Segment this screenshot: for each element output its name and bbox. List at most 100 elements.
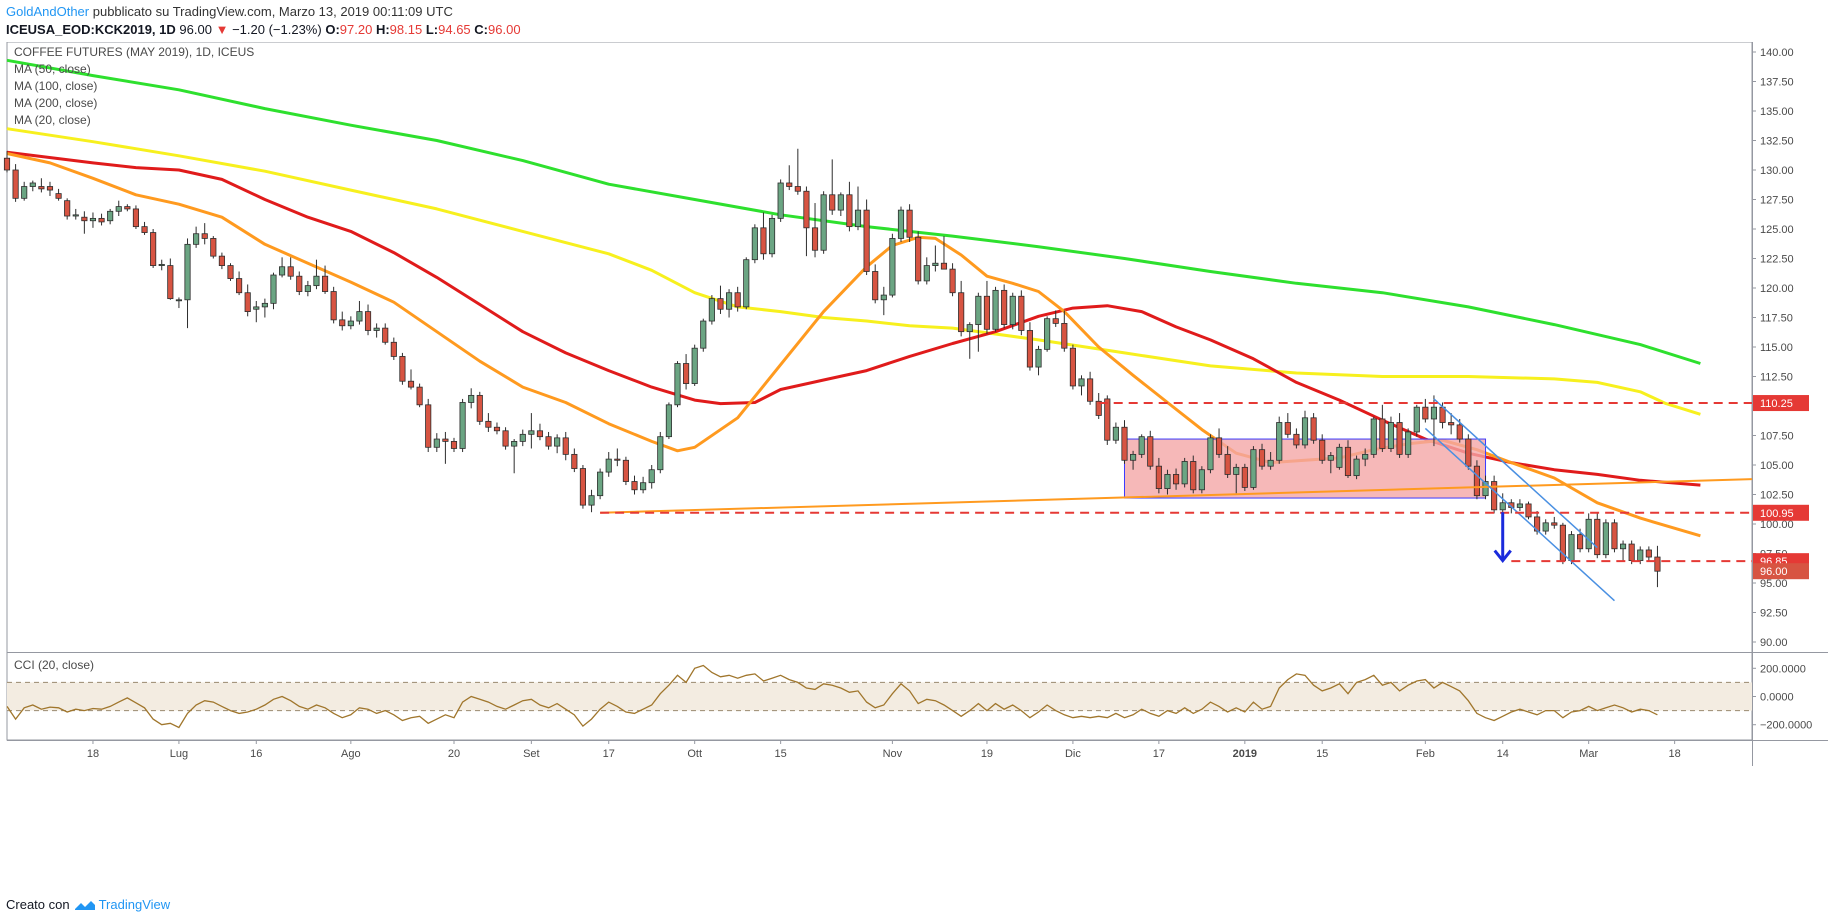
candle [339,311,346,331]
candle [1052,310,1059,327]
publisher-line: GoldAndOther pubblicato su TradingView.c… [6,3,521,21]
candle [734,286,741,312]
candle-body [854,209,862,228]
x-tick-label: Lug [170,748,188,760]
candle [1405,428,1412,458]
candle [932,245,939,272]
candle-body [1465,438,1472,467]
candle [768,214,776,258]
candle-body [1190,461,1197,491]
legend-entry[interactable]: MA (200, close) [14,96,97,110]
down-arrow-drawing[interactable] [1493,512,1512,563]
candle-body [433,438,440,448]
channel-upper-line[interactable] [1433,398,1598,549]
candle [390,337,397,360]
candle-body [1233,466,1240,475]
candle-body [313,275,320,287]
candle-body [1147,436,1154,467]
candle-body [777,182,784,219]
candle-body [1448,422,1455,426]
candle [528,413,535,449]
candle-body [1654,556,1661,572]
candle-body [1138,436,1145,455]
candle [983,280,991,335]
candle [700,318,707,352]
candle-body [622,459,629,482]
candle [1069,344,1076,390]
candle-body [347,320,354,327]
candle-body [1551,522,1558,526]
candle-body [3,157,11,171]
candle-body [330,291,337,321]
candle [1061,310,1068,352]
x-tick-label: Feb [1416,748,1435,760]
legend-entry[interactable]: MA (50, close) [14,62,91,76]
candle-body [958,292,965,333]
candle-body [1370,418,1377,455]
candle [1611,519,1618,553]
candle-body [1155,465,1162,489]
candle-body [1439,406,1446,423]
support-trendline[interactable] [600,478,1753,514]
candle-body [1491,481,1498,511]
candle [382,323,389,345]
candle-body [751,227,758,261]
candle-body [485,420,492,428]
candle [545,431,552,450]
candle [640,476,647,494]
candle-body [1052,318,1059,324]
y-tick-label: 115.00 [1760,342,1793,354]
candle [889,233,896,298]
candle [674,361,681,408]
candle [81,211,88,234]
candle-body [1104,398,1111,441]
candle [966,322,973,359]
candle [897,206,905,242]
candle-body [450,440,458,449]
candle [579,465,587,509]
level-badge [1753,395,1809,412]
candle-body [89,217,97,222]
candle [21,181,28,201]
candle-body [906,209,913,238]
channel-lower-line[interactable] [1424,427,1615,602]
candle-body [1405,431,1412,455]
candle [399,352,406,385]
chart-canvas[interactable]: 140.00 137.50 135.00 132.50 130.00 127.50 125.… [0,42,1828,862]
x-tick-label: 18 [1669,748,1681,760]
author-link[interactable]: GoldAndOther [6,4,90,19]
candle-body [1035,348,1042,368]
candle-body [1001,289,1008,325]
tradingview-link[interactable]: TradingView [74,896,170,914]
legend-entry[interactable]: MA (20, close) [14,113,91,127]
x-tick-label: Ago [341,748,361,760]
candle-body [1224,453,1231,475]
candle [614,448,621,467]
candle [12,164,19,202]
candle [511,439,518,474]
candle [665,402,672,440]
candle [1147,430,1154,470]
candle-body [983,295,991,330]
x-tick-label: 2019 [1233,748,1257,760]
candle [1645,546,1652,561]
cci-tick-label: −200.0000 [1760,720,1812,732]
ma-line [6,58,1701,365]
candle [726,289,733,318]
x-tick-label: 16 [250,748,262,760]
candle-body [648,469,655,484]
candle-body [631,481,638,491]
candle [786,165,793,191]
candle [38,178,45,193]
candle [193,226,200,248]
candle-body [640,482,647,491]
candle [253,300,260,323]
candle-body [1121,426,1128,461]
candle-body [1645,549,1652,558]
candle-body [1611,522,1618,550]
candle-body [21,186,28,199]
legend-entry[interactable]: MA (100, close) [14,79,97,93]
candle-body [700,320,707,349]
candle [132,205,140,229]
candle-body [536,430,544,438]
